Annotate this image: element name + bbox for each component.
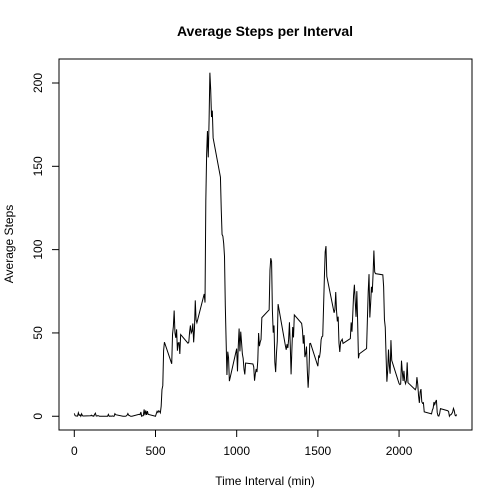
x-tick-label: 1000 (223, 444, 250, 458)
x-tick-label: 1500 (305, 444, 332, 458)
x-tick-label: 500 (145, 444, 165, 458)
x-tick-label: 2000 (386, 444, 413, 458)
x-axis-label: Time Interval (min) (215, 474, 315, 488)
y-axis-label: Average Steps (2, 205, 16, 284)
y-tick-label: 200 (31, 73, 45, 93)
y-tick-label: 50 (31, 326, 45, 340)
y-tick-label: 100 (31, 239, 45, 259)
data-line (73, 72, 458, 418)
y-tick-label: 0 (31, 413, 45, 420)
x-tick-label: 0 (71, 444, 78, 458)
y-tick-label: 150 (31, 156, 45, 176)
chart-title: Average Steps per Interval (177, 23, 353, 39)
